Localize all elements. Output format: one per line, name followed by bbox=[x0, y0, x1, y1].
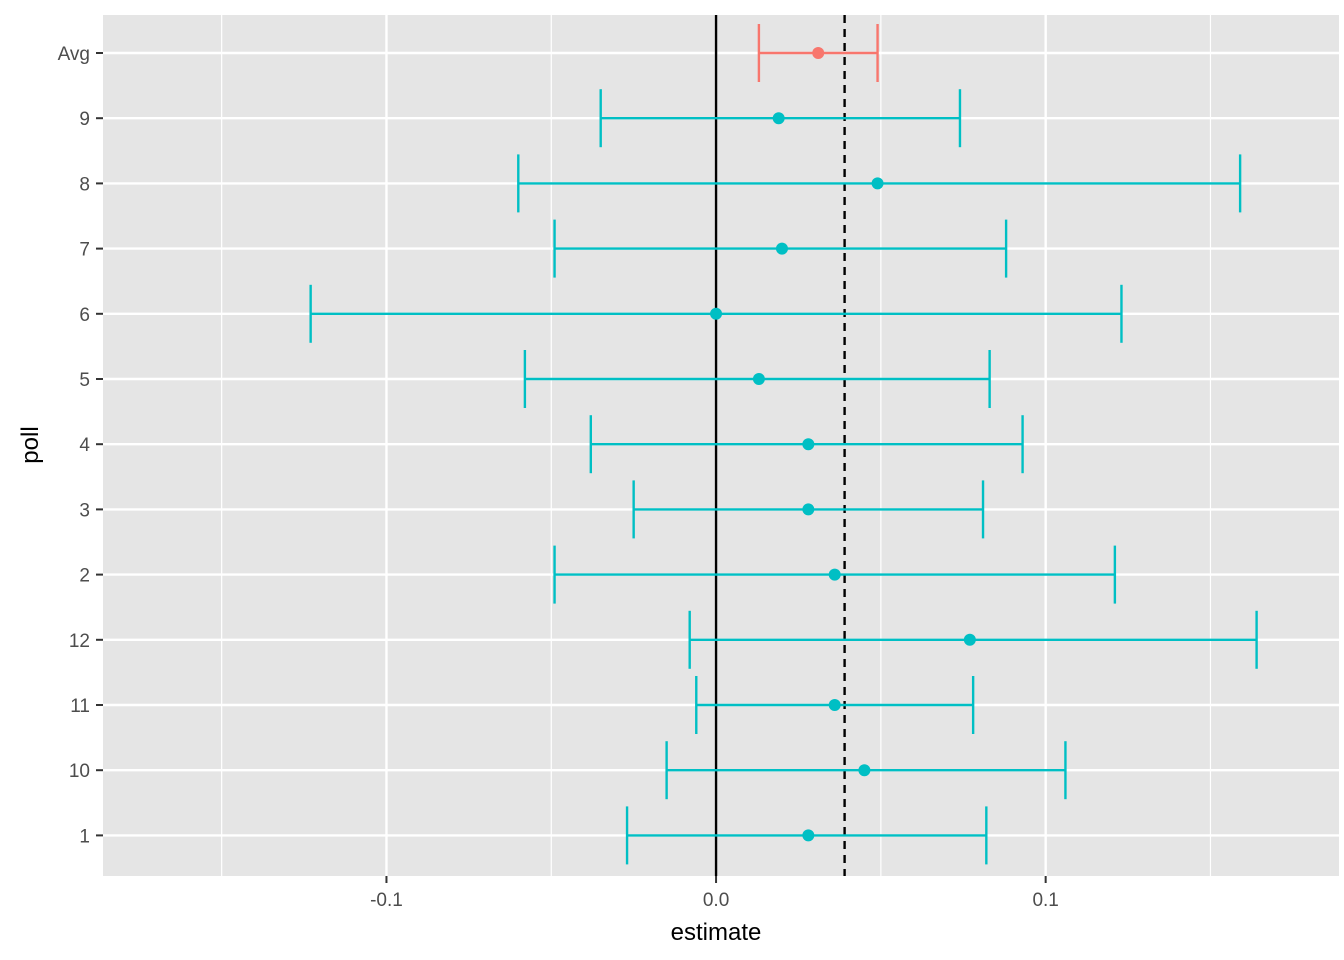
y-axis: Avg 9 8 7 6 5 4 3 2 12 11 10 1 bbox=[58, 44, 103, 847]
grid-minor bbox=[221, 15, 1212, 876]
estimate-point bbox=[802, 829, 815, 842]
y-tick-label: 2 bbox=[79, 566, 90, 587]
plot-panel bbox=[103, 15, 1339, 876]
y-axis-title: poll bbox=[17, 426, 44, 463]
x-tick-label: -0.1 bbox=[370, 890, 403, 911]
estimate-point bbox=[772, 112, 785, 125]
y-tick-label: 6 bbox=[79, 305, 90, 326]
y-tick-label: 8 bbox=[79, 174, 90, 195]
estimate-point bbox=[858, 764, 871, 777]
x-tick-label: 0.1 bbox=[1032, 890, 1058, 911]
y-tick-label: 10 bbox=[69, 761, 90, 782]
point-markers bbox=[710, 47, 976, 842]
estimate-point bbox=[752, 373, 765, 385]
y-tick-label: 12 bbox=[69, 631, 90, 652]
x-axis-title: estimate bbox=[671, 919, 762, 946]
x-axis: -0.1 0.0 0.1 bbox=[370, 876, 1059, 911]
estimate-point bbox=[828, 699, 841, 711]
estimate-point bbox=[710, 307, 723, 320]
estimate-point bbox=[828, 568, 841, 581]
estimate-point bbox=[871, 177, 884, 190]
y-tick-label: 3 bbox=[79, 500, 90, 521]
y-tick-label: 9 bbox=[79, 109, 90, 130]
estimate-point bbox=[802, 503, 815, 516]
estimate-point bbox=[812, 47, 825, 59]
estimate-point bbox=[775, 242, 788, 255]
y-tick-label: 4 bbox=[79, 435, 90, 456]
estimate-point bbox=[963, 633, 976, 646]
y-tick-label: 11 bbox=[70, 696, 90, 717]
y-tick-label: 7 bbox=[79, 240, 90, 261]
y-tick-label: Avg bbox=[58, 44, 90, 65]
y-tick-label: 5 bbox=[79, 370, 90, 391]
estimate-point bbox=[802, 438, 815, 451]
y-tick-label: 1 bbox=[79, 826, 90, 847]
x-tick-label: 0.0 bbox=[703, 890, 729, 911]
error-bars bbox=[309, 24, 1258, 865]
reference-lines bbox=[714, 15, 846, 876]
